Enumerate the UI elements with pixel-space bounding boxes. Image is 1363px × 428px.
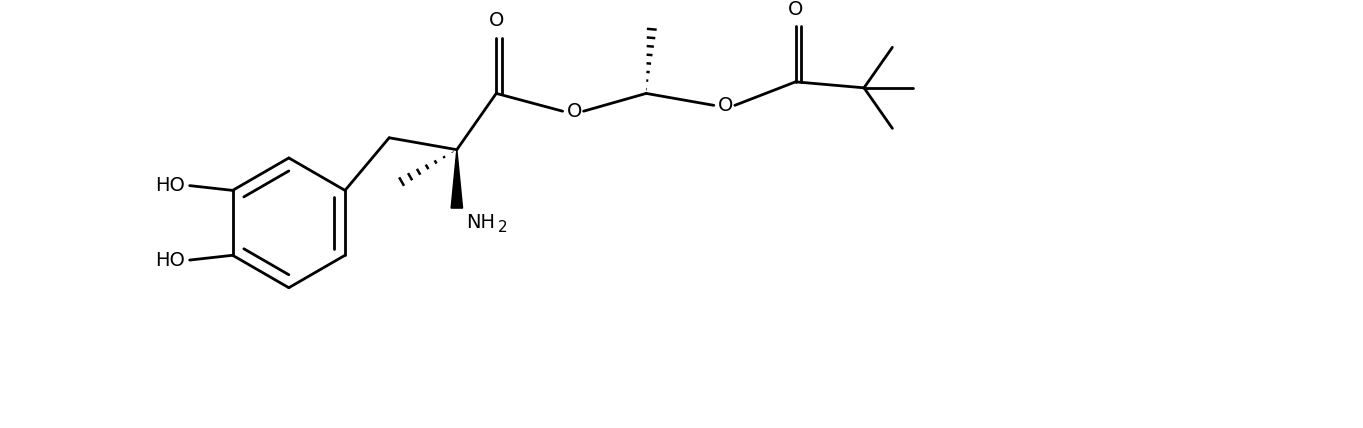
Text: NH: NH: [466, 213, 495, 232]
Text: O: O: [567, 102, 582, 121]
Text: HO: HO: [155, 176, 185, 195]
Text: HO: HO: [155, 250, 185, 270]
Text: O: O: [488, 12, 504, 30]
Text: O: O: [718, 96, 733, 115]
Polygon shape: [451, 150, 462, 208]
Text: 2: 2: [497, 220, 507, 235]
Text: O: O: [788, 0, 803, 19]
